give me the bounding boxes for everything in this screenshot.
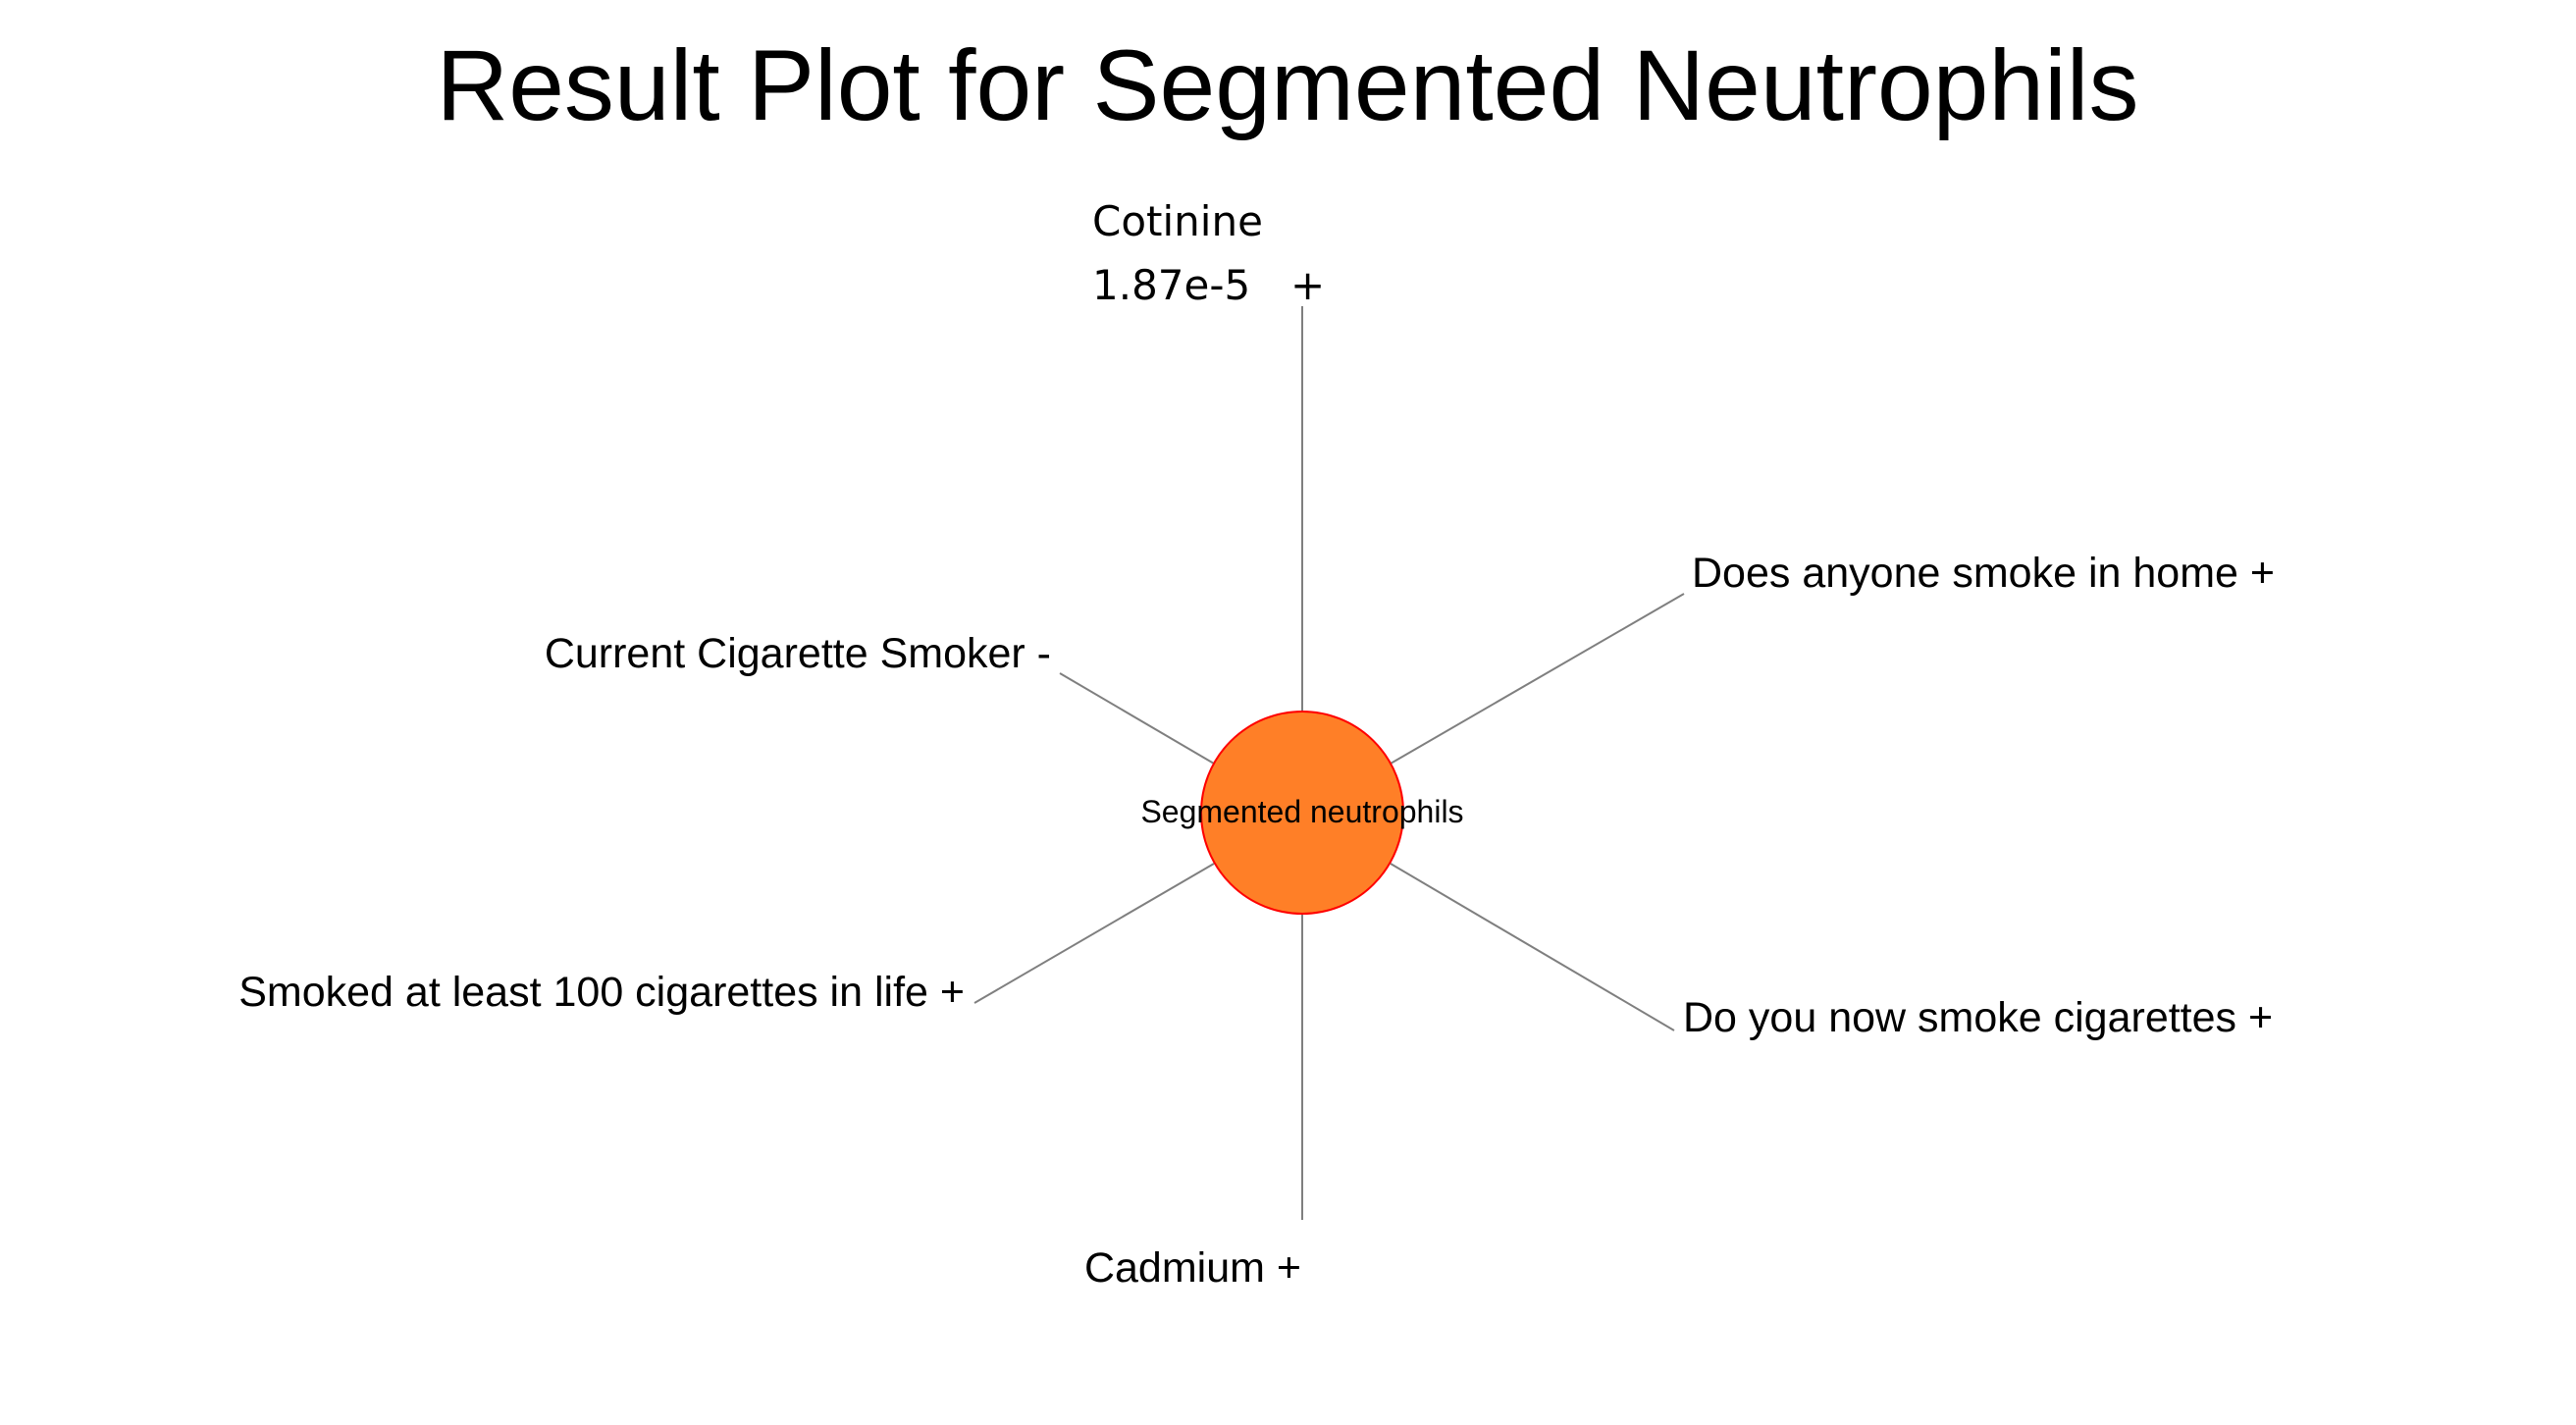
spoke-line-lower-left	[973, 863, 1215, 1004]
spoke-line-upper-left	[1059, 672, 1215, 765]
plot-title: Result Plot for Segmented Neutrophils	[437, 29, 2139, 141]
cadmium-label: Cadmium +	[1084, 1244, 1301, 1292]
cotinine-value-label: 1.87e-5	[1092, 261, 1250, 309]
center-node-label: Segmented neutrophils	[1140, 794, 1463, 829]
center-node	[1200, 711, 1404, 915]
home-smoke-label: Does anyone smoke in home +	[1692, 550, 2275, 597]
now-smoke-label: Do you now smoke cigarettes +	[1683, 994, 2273, 1041]
spoke-line-lower-right	[1390, 863, 1675, 1031]
cotinine-sign-label: +	[1290, 261, 1325, 309]
current-smoker-label: Current Cigarette Smoker -	[545, 630, 1051, 677]
smoked-100-label: Smoked at least 100 cigarettes in life +	[238, 969, 965, 1016]
spoke-line-upper-right	[1390, 593, 1685, 765]
cotinine-name-label: Cotinine	[1092, 197, 1263, 245]
